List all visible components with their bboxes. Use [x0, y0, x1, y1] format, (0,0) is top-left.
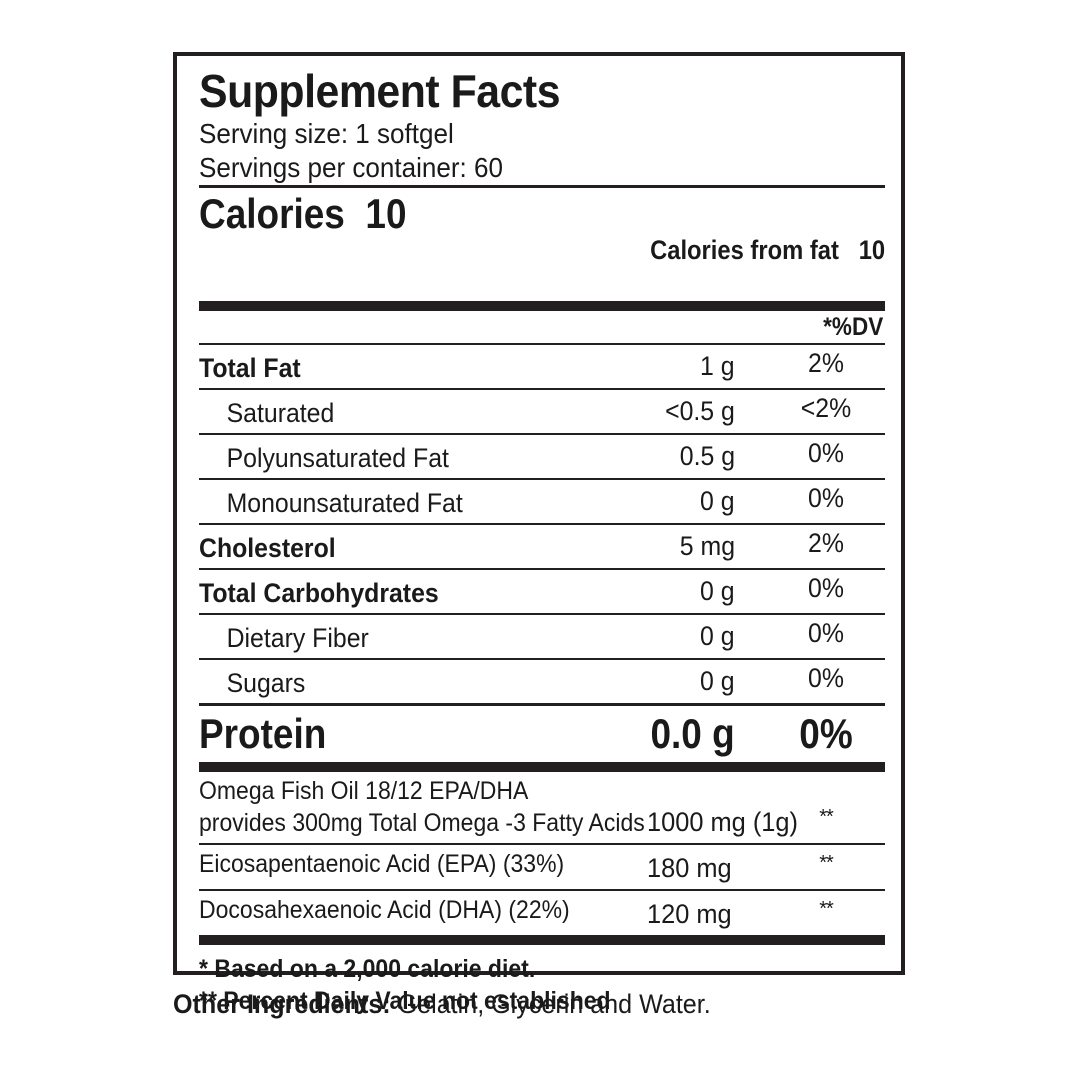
calories-value: 10 — [365, 190, 407, 238]
ingredient-name-line-1: Docosahexaenoic Acid (DHA) (22%) — [199, 896, 570, 925]
nutrient-daily-value: 0% — [808, 618, 844, 649]
table-row: Monounsaturated Fat 0 g 0% — [199, 480, 885, 523]
nutrient-daily-value: 0% — [808, 663, 844, 694]
nutrient-row-rule — [199, 658, 885, 661]
nutrient-row-rule — [199, 478, 885, 481]
list-item: Eicosapentaenoic Acid (EPA) (33%) 180 mg *… — [199, 845, 885, 889]
nutrient-row-rule — [199, 523, 885, 526]
other-ingredients-line: Other Ingredients: Gelatin, Glycerin and… — [173, 988, 711, 1020]
nutrient-name: Dietary Fiber — [226, 623, 369, 654]
nutrient-table: Total Fat 1 g 2% Saturated <0.5 g <2% Polyunsa… — [199, 343, 885, 703]
protein-amount: 0.0 g — [650, 710, 735, 758]
nutrient-name: Saturated — [226, 398, 335, 429]
calories-label: Calories — [199, 190, 345, 238]
ingredient-daily-value: ** — [819, 898, 834, 921]
footnotes-block: * Based on a 2,000 calorie diet. ** Perc… — [199, 945, 885, 1017]
other-ingredients-label: Other Ingredients: — [173, 989, 391, 1019]
list-item: Docosahexaenoic Acid (DHA) (22%) 120 mg ** — [199, 891, 885, 935]
table-row: Saturated <0.5 g <2% — [199, 390, 885, 433]
nutrient-daily-value: 2% — [808, 348, 844, 379]
ingredient-daily-value: ** — [819, 806, 834, 829]
nutrient-row-rule — [199, 613, 885, 616]
servings-per-container-text: Servings per container: 60 — [199, 152, 503, 184]
nutrient-daily-value: 2% — [808, 528, 844, 559]
ingredient-name: Docosahexaenoic Acid (DHA) (22%) — [199, 891, 830, 930]
nutrient-amount: 0 g — [700, 486, 735, 517]
nutrient-row-rule — [199, 388, 885, 391]
other-ingredients-value: Gelatin, Glycerin and Water. — [397, 989, 711, 1019]
daily-value-header: *%DV — [823, 313, 884, 342]
nutrient-name: Total Carbohydrates — [199, 578, 439, 609]
ingredient-amount: 120 mg — [647, 899, 732, 930]
nutrient-daily-value: 0% — [808, 573, 844, 604]
list-item: Omega Fish Oil 18/12 EPA/DHA provides 300… — [199, 772, 885, 843]
footnote-dv-not-established: ** Percent Daily Value not established — [199, 986, 611, 1015]
protein-daily-value: 0% — [799, 710, 853, 758]
ingredient-name: Omega Fish Oil 18/12 EPA/DHA provides 300… — [199, 772, 830, 843]
calories-label-and-value: Calories 10 — [199, 190, 407, 238]
table-row: Cholesterol 5 mg 2% — [199, 525, 885, 568]
nutrient-name: Polyunsaturated Fat — [226, 443, 449, 474]
protein-label: Protein — [199, 710, 327, 758]
nutrient-name: Total Fat — [199, 353, 301, 384]
protein-row: Protein 0.0 g 0% — [199, 706, 885, 762]
calories-from-fat-label: Calories from fat — [649, 235, 839, 266]
supplement-facts-content: Supplement Facts Serving size: 1 softgel… — [199, 64, 885, 1017]
nutrient-amount: 0.5 g — [679, 441, 735, 472]
nutrient-daily-value: 0% — [808, 438, 844, 469]
nutrient-amount: 5 mg — [679, 531, 735, 562]
ingredient-row-rule — [199, 889, 885, 892]
ingredient-amount: 1000 mg (1g) — [647, 807, 798, 838]
rule-below-calories — [199, 301, 885, 312]
nutrient-row-rule — [199, 343, 885, 346]
nutrient-amount: 0 g — [700, 576, 735, 607]
supplement-facts-panel: Supplement Facts Serving size: 1 softgel… — [173, 52, 905, 1015]
nutrient-amount: 0 g — [700, 621, 735, 652]
ingredient-daily-value: ** — [819, 852, 834, 875]
serving-size-text: Serving size: 1 softgel — [199, 117, 454, 149]
calories-row: Calories 10 Calories from fat 10 — [199, 188, 885, 301]
page-title: Supplement Facts — [199, 65, 561, 117]
nutrient-amount: 1 g — [700, 351, 735, 382]
ingredient-name-line-2: provides 300mg Total Omega -3 Fatty Acid… — [199, 809, 645, 838]
nutrient-daily-value: 0% — [808, 483, 844, 514]
nutrient-row-rule — [199, 433, 885, 436]
table-row: Sugars 0 g 0% — [199, 660, 885, 703]
footnote-calorie-diet: * Based on a 2,000 calorie diet. — [199, 955, 536, 984]
nutrient-name: Monounsaturated Fat — [226, 488, 463, 519]
ingredient-row-rule — [199, 843, 885, 846]
table-row: Polyunsaturated Fat 0.5 g 0% — [199, 435, 885, 478]
rule-below-ingredients — [199, 935, 885, 946]
rule-above-calories — [199, 185, 885, 189]
ingredient-name-line-1: Eicosapentaenoic Acid (EPA) (33%) — [199, 850, 565, 879]
nutrient-amount: <0.5 g — [665, 396, 735, 427]
rule-above-protein — [199, 703, 885, 707]
rule-below-protein — [199, 762, 885, 773]
nutrient-name: Sugars — [226, 668, 306, 699]
nutrient-name: Cholesterol — [199, 533, 336, 564]
table-row: Total Fat 1 g 2% — [199, 345, 885, 388]
nutrient-row-rule — [199, 568, 885, 571]
table-row: Dietary Fiber 0 g 0% — [199, 615, 885, 658]
nutrient-amount: 0 g — [700, 666, 735, 697]
nutrient-daily-value: <2% — [800, 393, 852, 424]
calories-from-fat-value: 10 — [858, 235, 885, 266]
ingredient-name: Eicosapentaenoic Acid (EPA) (33%) — [199, 845, 830, 884]
ingredient-amount: 180 mg — [647, 853, 732, 884]
ingredient-name-line-1: Omega Fish Oil 18/12 EPA/DHA — [199, 777, 529, 806]
ingredient-table: Omega Fish Oil 18/12 EPA/DHA provides 300… — [199, 772, 885, 935]
calories-from-fat-group: Calories from fat 10 — [597, 204, 885, 297]
table-row: Total Carbohydrates 0 g 0% — [199, 570, 885, 613]
